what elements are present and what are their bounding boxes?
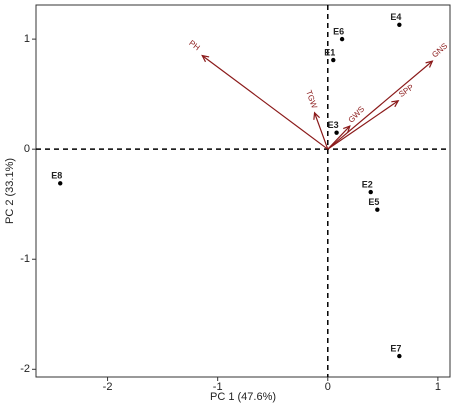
vector-label: TGW [304, 89, 319, 110]
point-label: E2 [362, 179, 373, 189]
x-tick-label: -2 [103, 381, 113, 393]
x-tick-label: -1 [213, 381, 223, 393]
point [334, 130, 339, 135]
point-label: E6 [333, 26, 344, 36]
point [375, 207, 380, 212]
point-label: E3 [328, 120, 339, 130]
x-axis-title: PC 1 (47.6%) [210, 391, 276, 403]
point [58, 181, 63, 186]
plot-frame [35, 4, 451, 378]
vector-label: SPP [397, 83, 415, 99]
point [397, 353, 402, 359]
arrow-head [201, 54, 210, 63]
loading-vector [314, 112, 329, 150]
arrow-head [391, 99, 400, 108]
arrow-head [343, 125, 351, 133]
loading-vector [327, 60, 433, 150]
point-label: E1 [324, 47, 335, 57]
vector-label: GNS [430, 41, 449, 59]
y-tick-label: -1 [20, 253, 30, 265]
point-label: E5 [368, 197, 379, 207]
y-tick-label: -2 [20, 363, 30, 375]
point-label: E8 [51, 171, 62, 181]
loading-vector [327, 100, 399, 150]
arrow-head [425, 60, 434, 68]
arrow-head [313, 111, 321, 120]
x-tick-label: 1 [435, 381, 441, 393]
loading-vector [201, 55, 329, 150]
point-label: E4 [390, 12, 401, 22]
vector-label: PH [187, 38, 201, 52]
x-tick-label: 0 [325, 381, 331, 393]
y-tick-label: 1 [24, 33, 30, 45]
y-axis-title: PC 2 (33.1%) [4, 158, 16, 224]
point [331, 57, 336, 63]
y-tick-label: 0 [24, 143, 30, 155]
point [397, 22, 402, 28]
point-label: E7 [390, 343, 401, 353]
point [339, 36, 345, 42]
point [368, 189, 373, 195]
vector-label: GWS [347, 105, 367, 125]
